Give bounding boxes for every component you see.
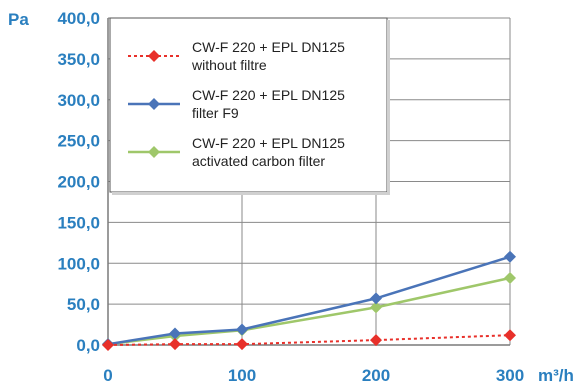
- y-tick-label: 200,0: [57, 173, 100, 192]
- x-axis-label: m³/h: [538, 366, 574, 385]
- y-tick-label: 100,0: [57, 254, 100, 273]
- y-tick-label: 50,0: [67, 295, 100, 314]
- x-tick-labels: 0 100 200 300: [103, 366, 524, 385]
- data-point: [370, 334, 382, 347]
- data-point: [236, 338, 248, 351]
- y-axis-label: Pa: [8, 10, 29, 29]
- y-tick-label: 350,0: [57, 50, 100, 69]
- series-group: [102, 250, 516, 351]
- x-tick-label: 100: [228, 366, 256, 385]
- legend-item-1: CW-F 220 + EPL DN125 filter F9: [128, 87, 345, 121]
- legend-swatch-marker: [148, 98, 160, 110]
- y-tick-label: 250,0: [57, 132, 100, 151]
- legend-label-line2: filter F9: [192, 105, 239, 121]
- series-1: [102, 250, 516, 351]
- data-point: [370, 292, 382, 305]
- data-point: [504, 271, 516, 284]
- legend-label-line1: CW-F 220 + EPL DN125: [192, 135, 345, 151]
- data-point: [102, 339, 114, 351]
- legend-swatch-marker: [148, 146, 160, 158]
- y-tick-labels: 0,0 50,0 100,0 150,0 200,0 250,0 300,0 350,0 400…: [57, 9, 100, 355]
- data-point: [370, 301, 382, 314]
- x-tick-label: 200: [362, 366, 390, 385]
- legend-label-line1: CW-F 220 + EPL DN125: [192, 39, 345, 55]
- legend-item-2: CW-F 220 + EPL DN125 activated carbon fil…: [128, 135, 345, 169]
- data-point: [169, 327, 181, 340]
- y-tick-label: 300,0: [57, 91, 100, 110]
- legend-shadow: [112, 192, 389, 195]
- legend-item-0: CW-F 220 + EPL DN125 without filtre: [128, 39, 345, 73]
- legend-label-line2: without filtre: [191, 57, 267, 73]
- x-tick-label: 0: [103, 366, 112, 385]
- y-tick-label: 150,0: [57, 213, 100, 232]
- data-point: [504, 329, 516, 342]
- series-2: [102, 271, 516, 351]
- data-point: [236, 323, 248, 336]
- data-point: [504, 250, 516, 263]
- series-0: [102, 329, 516, 351]
- legend-label-line1: CW-F 220 + EPL DN125: [192, 87, 345, 103]
- y-tick-label: 0,0: [76, 336, 100, 355]
- x-tick-label: 300: [496, 366, 524, 385]
- data-point: [169, 338, 181, 351]
- y-tick-label: 400,0: [57, 9, 100, 28]
- legend-label-line2: activated carbon filter: [192, 153, 325, 169]
- series-line-1: [107, 255, 511, 346]
- legend-shadow-side: [387, 20, 390, 195]
- legend-swatch-marker: [148, 50, 160, 62]
